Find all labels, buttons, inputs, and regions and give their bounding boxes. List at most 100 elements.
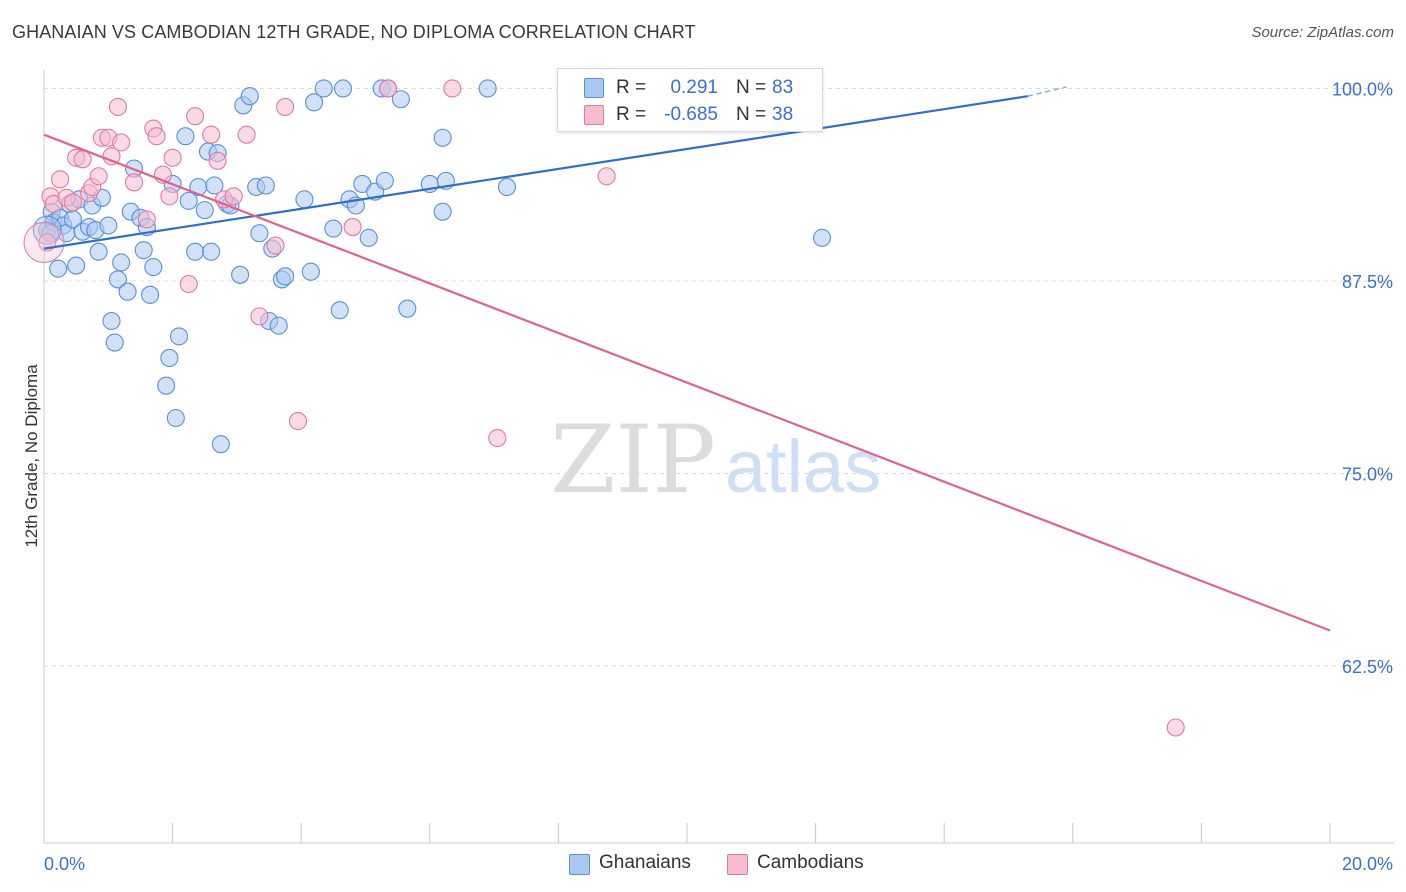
data-point-cambodian (1166, 718, 1185, 737)
data-point-ghanaian (134, 241, 153, 260)
data-point-cambodian (124, 173, 144, 192)
data-point-cambodian (89, 167, 108, 186)
axes (43, 70, 1394, 844)
y-axis-title: 12th Grade, No Diploma (22, 364, 41, 548)
legend-n-value: 38 (772, 104, 794, 125)
data-point-cambodian (202, 125, 221, 144)
data-point-ghanaian (398, 299, 417, 318)
trend-lines (43, 86, 1331, 632)
data-point-ghanaian (375, 171, 394, 190)
data-point-ghanaian (305, 93, 324, 112)
data-point-ghanaian (324, 219, 343, 238)
data-point-ghanaian (99, 216, 118, 235)
data-point-ghanaian (497, 177, 517, 197)
data-point-ghanaian (166, 408, 185, 428)
y-tick-label: 87.5% (1342, 272, 1393, 292)
watermark: ZIP atlas (550, 406, 881, 515)
data-point-cambodian (63, 193, 82, 212)
trend-line-ghanaians-extension (1027, 86, 1067, 97)
watermark-atlas: atlas (725, 425, 881, 508)
bottom-legend-label-ghanaians: Ghanaians (599, 852, 691, 873)
data-point-ghanaian (112, 253, 131, 272)
legend-r-value: -0.685 (664, 104, 718, 125)
data-point-cambodian (102, 147, 121, 166)
y-tick-label: 62.5% (1342, 657, 1393, 677)
source-credit: Source: ZipAtlas.com (1251, 24, 1394, 41)
data-point-cambodian (597, 167, 616, 186)
legend-swatch-ghanaians (584, 78, 604, 98)
data-point-cambodian (343, 218, 362, 237)
legend-r-label: R = (616, 77, 647, 98)
legend-r-value: 0.291 (670, 77, 718, 98)
data-point-ghanaian (391, 90, 410, 109)
data-point-cambodian (73, 150, 92, 169)
data-point-ghanaian (169, 327, 189, 346)
data-point-ghanaian (102, 311, 121, 331)
data-point-cambodian (186, 107, 205, 126)
data-point-cambodian (147, 127, 166, 146)
data-point-ghanaian (256, 176, 275, 195)
data-point-cambodian (137, 210, 156, 229)
data-point-cambodian (224, 187, 243, 206)
bottom-legend-swatch-cambodians (727, 854, 748, 875)
data-point-ghanaian (295, 190, 314, 209)
data-point-ghanaian (250, 224, 269, 243)
legend-row-cambodians: R = -0.685 N = 38 (558, 100, 822, 128)
y-tick-label: 75.0% (1342, 464, 1393, 484)
data-point-cambodian (266, 236, 285, 255)
legend-r-label: R = (616, 104, 647, 125)
data-point-ghanaian (478, 79, 497, 98)
axis-labels: 100.0% 87.5% 75.0% 62.5% 0.0% 20.0% 12th Grade… (22, 79, 1393, 874)
data-point-ghanaian (330, 301, 349, 320)
data-point-ghanaian (157, 376, 176, 395)
data-point-cambodian (488, 428, 507, 448)
data-point-ghanaian (211, 435, 230, 454)
data-point-cambodian-cluster (23, 221, 65, 263)
data-point-ghanaian (276, 267, 295, 286)
data-point-ghanaian (195, 201, 214, 220)
data-point-ghanaian (231, 265, 250, 284)
legend-swatch-cambodians (584, 105, 604, 125)
data-point-ghanaian (141, 285, 160, 304)
data-point-ghanaian (160, 348, 179, 368)
data-point-ghanaian (812, 228, 832, 247)
data-point-ghanaian (269, 316, 288, 335)
data-point-ghanaian (301, 262, 320, 281)
legend-row-ghanaians: R = 0.291 N = 83 (558, 73, 822, 101)
data-point-cambodian (443, 79, 462, 98)
data-point-ghanaian (176, 127, 195, 146)
data-point-ghanaian (144, 258, 163, 277)
data-point-ghanaian (433, 202, 452, 221)
data-point-ghanaian (202, 242, 221, 261)
data-point-cambodian (179, 274, 198, 294)
data-point-ghanaian (105, 333, 124, 352)
data-point-ghanaian (240, 87, 259, 106)
gridlines (44, 87, 1394, 667)
bottom-legend-label-cambodians: Cambodians (757, 852, 864, 873)
data-point-cambodian (160, 187, 179, 206)
legend-n-value: 83 (772, 77, 794, 98)
data-point-ghanaian (314, 79, 333, 98)
bottom-legend-swatch-ghanaians (569, 854, 590, 875)
data-point-cambodian (250, 307, 269, 326)
x-tick-label-min: 0.0% (44, 854, 85, 874)
data-point-ghanaian (333, 79, 353, 98)
data-point-ghanaian (205, 176, 224, 195)
trend-line-cambodians (43, 133, 1331, 632)
legend-n-label: N = (736, 104, 767, 125)
data-point-cambodian (163, 148, 182, 167)
data-point-cambodian (288, 412, 308, 431)
data-point-cambodian (208, 151, 227, 170)
stats-legend: R = 0.291 N = 83 R = -0.685 N = 38 (557, 68, 823, 132)
data-point-ghanaian (118, 282, 137, 301)
data-point-ghanaian (186, 242, 205, 261)
data-point-ghanaian (67, 256, 86, 275)
y-tick-label: 100.0% (1332, 79, 1393, 99)
data-point-cambodian (108, 97, 127, 117)
chart-title: GHANAIAN VS CAMBODIAN 12TH GRADE, NO DIP… (12, 22, 696, 42)
data-point-ghanaian (49, 259, 68, 278)
x-tick-label-max: 20.0% (1342, 854, 1393, 874)
data-point-cambodian (112, 133, 131, 152)
data-point-cambodian (51, 170, 70, 189)
